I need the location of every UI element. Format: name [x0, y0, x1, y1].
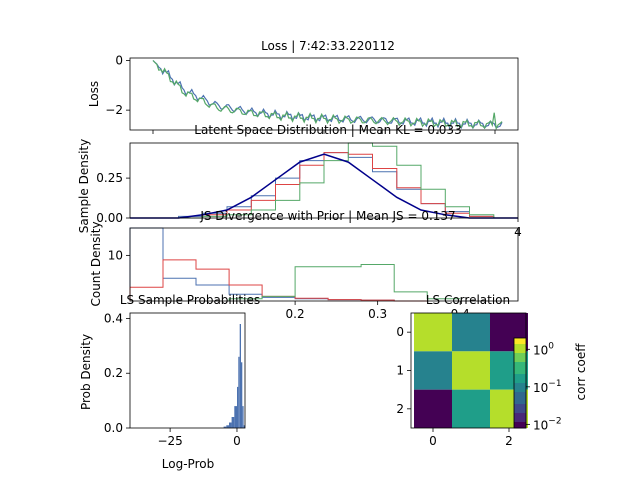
latent-title: Latent Space Distribution | Mean KL = 0.… [194, 123, 461, 137]
ytick-label: 0 [396, 325, 404, 339]
probs-bar [229, 422, 232, 428]
heatmap-cell [452, 351, 490, 390]
probs-bar [223, 426, 227, 428]
latent-hist-step [130, 152, 518, 219]
xtick-label: 0.3 [368, 307, 387, 321]
corr-colorbar: 100 10−1 10−2 [513, 337, 562, 432]
probs-bar [237, 386, 239, 428]
colorbar-segment [514, 347, 526, 351]
probs-axes: 0.0 0.2 0.4 −25 0 LS Sample Probabilities L… [79, 293, 260, 471]
colorbar-tick-label: 100 [533, 341, 554, 357]
ytick-label: 0.4 [104, 311, 123, 325]
heatmap-cell [452, 389, 490, 428]
colorbar-segment [514, 344, 526, 348]
colorbar-segment [514, 362, 526, 366]
probs-title: LS Sample Probabilities [120, 293, 260, 307]
colorbar-segment [514, 401, 526, 405]
js-ylabel: Count Density [89, 221, 103, 306]
ytick-label: 0.2 [104, 366, 123, 380]
colorbar-segment [514, 365, 526, 369]
ytick-label: 0.25 [96, 171, 123, 185]
colorbar-segment [514, 368, 526, 372]
heatmap-cell [452, 313, 490, 352]
js-hist-step [228, 264, 461, 301]
colorbar-segment [514, 416, 526, 420]
colorbar-segment [514, 422, 526, 426]
colorbar-segment [514, 356, 526, 360]
colorbar-tick-label: 10−1 [533, 379, 562, 395]
colorbar-segment [514, 383, 526, 387]
figure-title: Loss | 7:42:33.220112 [261, 39, 395, 53]
heatmap-cell [414, 313, 452, 352]
colorbar-segment [514, 353, 526, 357]
colorbar-segment [514, 413, 526, 417]
probs-bar [243, 425, 245, 428]
probs-bar [231, 417, 235, 428]
colorbar-segment [514, 407, 526, 411]
probs-bar [239, 324, 241, 428]
xtick-label: 0.2 [286, 307, 305, 321]
ytick-label: −2 [105, 103, 123, 117]
heatmap-cell [414, 351, 452, 390]
latent-ylabel: Sample Density [77, 139, 91, 233]
xtick-label: 2 [505, 434, 513, 448]
ytick-label: 1 [396, 364, 404, 378]
ytick-label: 2 [396, 402, 404, 416]
colorbar-segment [514, 419, 526, 423]
ytick-label: 0 [115, 53, 123, 67]
ytick-label: 0.0 [104, 421, 123, 435]
corr-axes: 0 1 2 0 2 LS Correlation 100 10−1 10−2 corr c… [396, 293, 588, 448]
colorbar-segment [514, 359, 526, 363]
latent-hist-step [130, 142, 518, 219]
colorbar-segment [514, 386, 526, 390]
probs-ylabel: Prob Density [79, 334, 93, 410]
latent-prior-line [130, 153, 518, 219]
ytick-label: 10 [108, 248, 123, 262]
colorbar-segment [514, 341, 526, 345]
loss-series-line [152, 60, 503, 131]
colorbar-segment [514, 338, 526, 342]
colorbar-segment [514, 350, 526, 354]
latent-axes: 0.000.25 4 Latent Space Distribution | M… [77, 123, 522, 239]
colorbar-tick-label: 10−2 [533, 416, 562, 432]
colorbar-frame [513, 337, 527, 429]
probs-bar [238, 356, 240, 428]
probs-xlabel: Log-Prob [162, 457, 214, 471]
xtick-label: −25 [157, 434, 182, 448]
xtick-label: 0 [233, 434, 241, 448]
js-axes: 10 0.20.30.4 JS Divergence with Prior | … [89, 209, 519, 321]
colorbar-segment [514, 425, 526, 429]
loss-axes: 0 −2 Loss [87, 53, 519, 134]
colorbar-segment [514, 389, 526, 393]
colorbar-segment [514, 392, 526, 396]
colorbar-segment [514, 371, 526, 375]
latent-frame [129, 142, 519, 219]
colorbar-segment [514, 377, 526, 381]
js-frame [129, 227, 519, 302]
probs-bar [226, 425, 229, 428]
probs-bar [242, 406, 244, 428]
loss-ylabel: Loss [87, 81, 101, 107]
js-title: JS Divergence with Prior | Mean JS = 0.1… [199, 209, 455, 223]
probs-bar [234, 406, 237, 428]
corr-title: LS Correlation [426, 293, 510, 307]
colorbar-segment [514, 374, 526, 378]
ytick-label: 0.00 [96, 211, 123, 225]
probs-bar [241, 362, 243, 428]
probs-frame [129, 312, 246, 429]
colorbar-label: corr coeff [574, 343, 588, 401]
colorbar-segment [514, 380, 526, 384]
colorbar-segment [514, 395, 526, 399]
heatmap-cell [414, 389, 452, 428]
colorbar-segment [514, 410, 526, 414]
colorbar-segment [514, 404, 526, 408]
loss-frame [129, 57, 519, 131]
colorbar-segment [514, 398, 526, 402]
xtick-label: 0 [429, 434, 437, 448]
